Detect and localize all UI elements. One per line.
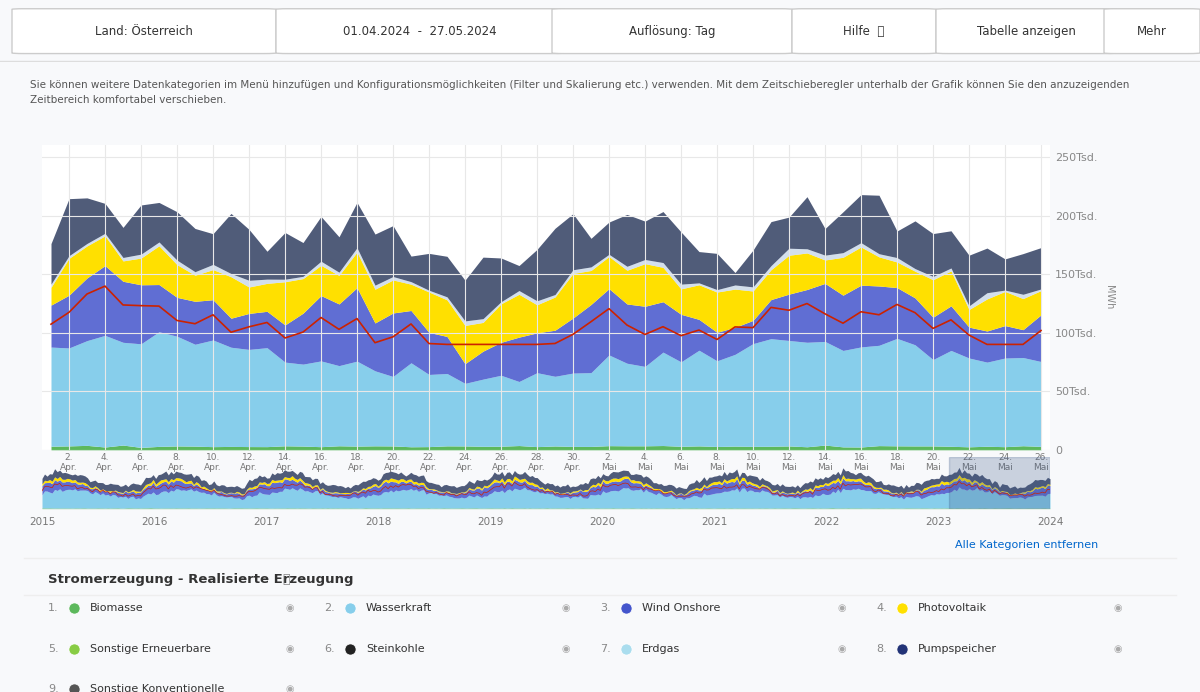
Text: 8.: 8. xyxy=(876,644,887,654)
Text: ◉: ◉ xyxy=(286,644,294,654)
Text: Hilfe  ⓘ: Hilfe ⓘ xyxy=(844,25,884,37)
Text: 2023: 2023 xyxy=(925,517,952,527)
FancyBboxPatch shape xyxy=(936,9,1116,53)
Text: 2020: 2020 xyxy=(589,517,616,527)
Text: ◉: ◉ xyxy=(1114,644,1122,654)
Text: ⓘ: ⓘ xyxy=(282,573,289,586)
Text: 01.04.2024  -  27.05.2024: 01.04.2024 - 27.05.2024 xyxy=(343,25,497,37)
Text: Pumpspeicher: Pumpspeicher xyxy=(918,644,997,654)
FancyBboxPatch shape xyxy=(792,9,936,53)
Text: 2018: 2018 xyxy=(365,517,391,527)
Text: 2022: 2022 xyxy=(812,517,839,527)
Text: ◉: ◉ xyxy=(562,644,570,654)
Text: Sonstige Konventionelle: Sonstige Konventionelle xyxy=(90,684,224,692)
Text: ◉: ◉ xyxy=(838,644,846,654)
Bar xyxy=(949,457,1050,509)
Text: ◉: ◉ xyxy=(838,603,846,613)
Text: 2017: 2017 xyxy=(253,517,280,527)
Text: 1.: 1. xyxy=(48,603,59,613)
Text: Wasserkraft: Wasserkraft xyxy=(366,603,432,613)
Text: Alle Kategorien entfernen: Alle Kategorien entfernen xyxy=(955,540,1098,550)
Text: Mehr: Mehr xyxy=(1138,25,1166,37)
Text: ◉: ◉ xyxy=(286,684,294,692)
Text: ◉: ◉ xyxy=(1114,603,1122,613)
Text: 5.: 5. xyxy=(48,644,59,654)
Text: Sie können weitere Datenkategorien im Menü hinzufügen und Konfigurationsmöglichk: Sie können weitere Datenkategorien im Me… xyxy=(30,80,1129,105)
Text: Wind Onshore: Wind Onshore xyxy=(642,603,720,613)
Text: 9.: 9. xyxy=(48,684,59,692)
Text: 2019: 2019 xyxy=(476,517,503,527)
Text: ◉: ◉ xyxy=(562,603,570,613)
Text: 2.: 2. xyxy=(324,603,335,613)
Text: 2015: 2015 xyxy=(29,517,55,527)
Text: 2021: 2021 xyxy=(701,517,727,527)
Text: 6.: 6. xyxy=(324,644,335,654)
Text: Stromerzeugung - Realisierte Erzeugung: Stromerzeugung - Realisierte Erzeugung xyxy=(48,573,354,586)
FancyBboxPatch shape xyxy=(276,9,564,53)
FancyBboxPatch shape xyxy=(12,9,276,53)
FancyBboxPatch shape xyxy=(552,9,792,53)
Y-axis label: MWh: MWh xyxy=(1104,285,1114,310)
Text: 4.: 4. xyxy=(876,603,887,613)
Text: 2024: 2024 xyxy=(1037,517,1063,527)
Text: 7.: 7. xyxy=(600,644,611,654)
Text: Sonstige Erneuerbare: Sonstige Erneuerbare xyxy=(90,644,211,654)
Text: Biomasse: Biomasse xyxy=(90,603,144,613)
Text: Photovoltaik: Photovoltaik xyxy=(918,603,988,613)
Text: Tabelle anzeigen: Tabelle anzeigen xyxy=(977,25,1075,37)
Text: ◉: ◉ xyxy=(286,603,294,613)
Text: 3.: 3. xyxy=(600,603,611,613)
FancyBboxPatch shape xyxy=(1104,9,1200,53)
Text: Erdgas: Erdgas xyxy=(642,644,680,654)
Text: Land: Österreich: Land: Österreich xyxy=(95,25,193,37)
Text: Steinkohle: Steinkohle xyxy=(366,644,425,654)
Text: Auflösung: Tag: Auflösung: Tag xyxy=(629,25,715,37)
Text: 2016: 2016 xyxy=(140,517,167,527)
